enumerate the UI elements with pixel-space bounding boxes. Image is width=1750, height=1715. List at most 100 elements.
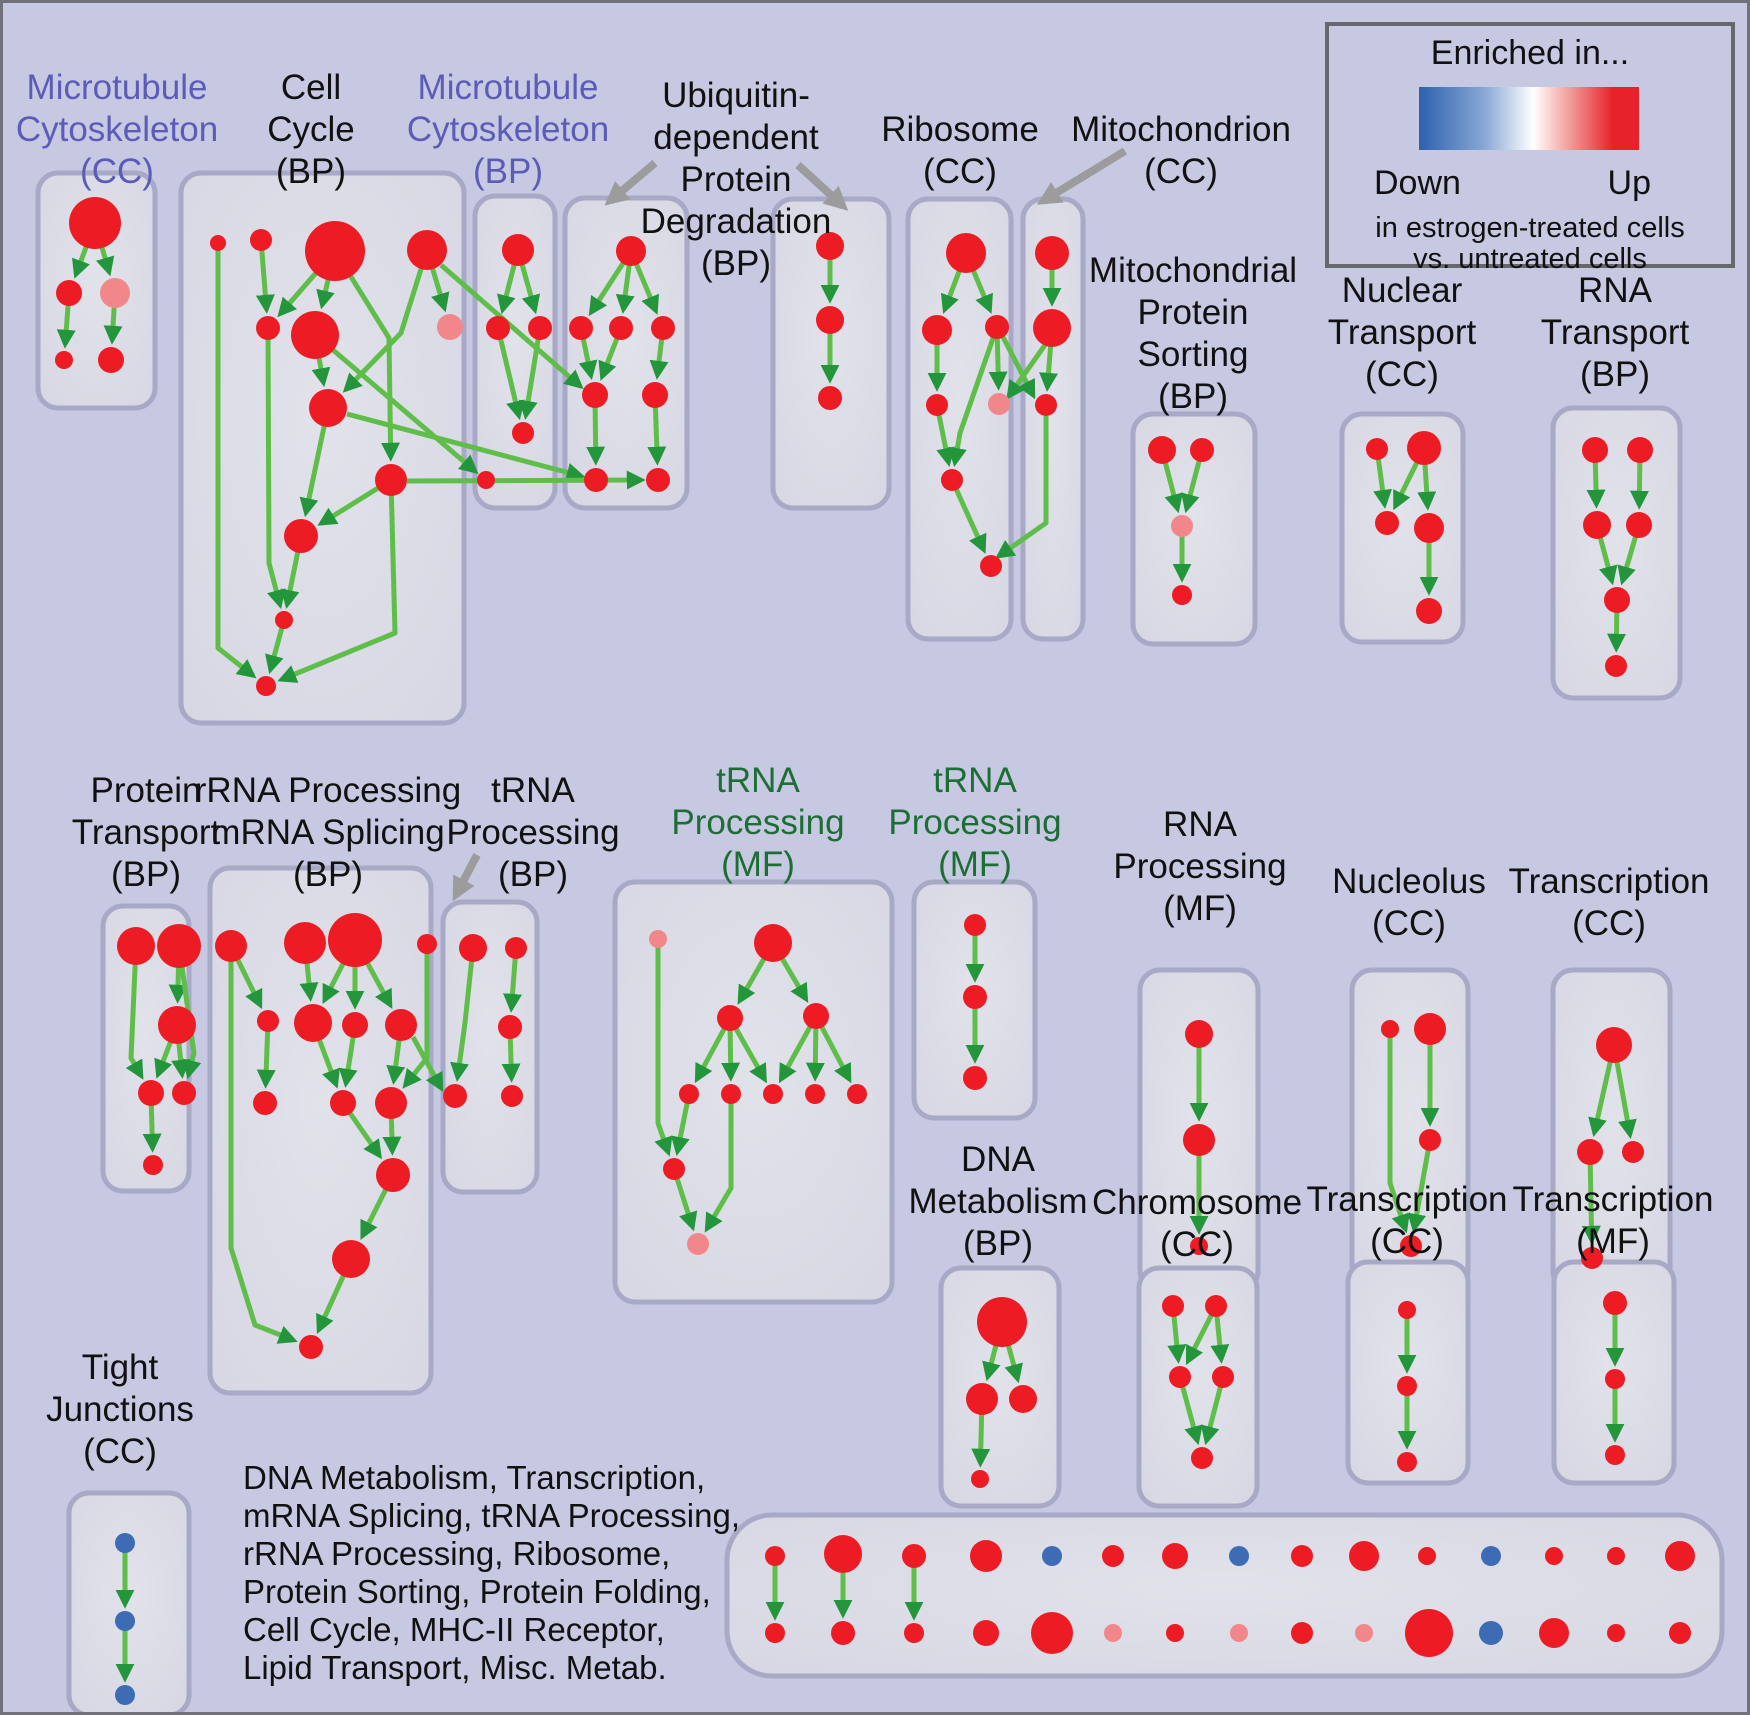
edge bbox=[125, 945, 144, 1080]
node bbox=[1583, 511, 1611, 539]
node bbox=[964, 914, 986, 936]
node bbox=[330, 1090, 356, 1116]
node bbox=[609, 316, 633, 340]
node bbox=[305, 221, 365, 281]
node bbox=[294, 1004, 332, 1042]
node bbox=[407, 230, 447, 270]
cluster-box-misc-clusters bbox=[724, 1512, 1725, 1679]
node bbox=[805, 1084, 825, 1104]
node bbox=[275, 611, 293, 629]
node bbox=[763, 1084, 783, 1104]
cross-edge bbox=[439, 263, 584, 390]
node bbox=[69, 197, 121, 249]
cluster-box-tight-junctions bbox=[66, 1490, 192, 1712]
cluster-box-dna-metabolism bbox=[938, 1265, 1062, 1509]
node bbox=[569, 316, 593, 340]
node bbox=[818, 386, 842, 410]
edge bbox=[495, 327, 525, 421]
node bbox=[687, 1233, 709, 1255]
node bbox=[816, 232, 844, 260]
node bbox=[477, 471, 495, 489]
legend-subtitle-2: vs. untreated cells bbox=[1413, 243, 1647, 275]
node bbox=[616, 236, 646, 266]
node bbox=[1418, 1547, 1436, 1565]
node bbox=[143, 1155, 163, 1175]
node bbox=[651, 316, 675, 340]
node bbox=[980, 555, 1002, 577]
node bbox=[1607, 1547, 1625, 1565]
node bbox=[1605, 1445, 1625, 1465]
node bbox=[1407, 431, 1441, 465]
node bbox=[1185, 1020, 1213, 1048]
node bbox=[115, 1611, 135, 1631]
node bbox=[971, 1470, 989, 1488]
node bbox=[1291, 1545, 1313, 1567]
node bbox=[1398, 1301, 1416, 1319]
legend-title: Enriched in... bbox=[1430, 34, 1630, 72]
node bbox=[1172, 585, 1192, 605]
node bbox=[1414, 513, 1444, 543]
node bbox=[1626, 512, 1652, 538]
node bbox=[816, 306, 844, 334]
nodes-layer bbox=[55, 197, 1695, 1705]
node bbox=[847, 1084, 867, 1104]
pointer-arrows-layer bbox=[452, 147, 1128, 902]
node bbox=[459, 934, 487, 962]
cluster-box-mito-protein-sorting bbox=[1130, 411, 1258, 647]
edge bbox=[228, 946, 298, 1344]
node bbox=[1230, 1624, 1248, 1642]
node bbox=[824, 1535, 862, 1573]
node bbox=[284, 922, 326, 964]
node bbox=[1183, 1124, 1215, 1156]
edge bbox=[450, 947, 476, 1082]
edge bbox=[1407, 1139, 1433, 1233]
node bbox=[1166, 1624, 1184, 1642]
node bbox=[1582, 437, 1608, 463]
cross-edge bbox=[331, 348, 479, 475]
node bbox=[172, 1081, 196, 1105]
node bbox=[1205, 1295, 1227, 1317]
cluster-box-transcription-cc-b bbox=[1345, 1259, 1471, 1486]
node bbox=[1291, 1622, 1313, 1644]
edge bbox=[342, 249, 430, 393]
node bbox=[502, 234, 534, 266]
edge bbox=[518, 327, 543, 420]
cross-edge bbox=[346, 411, 586, 482]
edge bbox=[265, 327, 286, 610]
node bbox=[117, 927, 155, 965]
node bbox=[417, 934, 437, 954]
node bbox=[831, 1621, 855, 1645]
node bbox=[486, 316, 510, 340]
node bbox=[1416, 598, 1442, 624]
node bbox=[1212, 1366, 1234, 1388]
network-diagram bbox=[35, 147, 1725, 1712]
node bbox=[250, 229, 272, 251]
node bbox=[1355, 1624, 1373, 1642]
node bbox=[1607, 1624, 1625, 1642]
node bbox=[1148, 436, 1176, 464]
edge bbox=[948, 326, 1000, 467]
edge bbox=[255, 239, 275, 314]
node bbox=[253, 1091, 277, 1115]
node bbox=[1366, 438, 1388, 460]
cross-edge bbox=[410, 1035, 444, 1093]
edge bbox=[332, 249, 400, 462]
node bbox=[663, 1158, 685, 1180]
legend-up-label: Up bbox=[1607, 164, 1651, 202]
node bbox=[376, 1158, 410, 1192]
node bbox=[1665, 1541, 1695, 1571]
node bbox=[721, 1084, 741, 1104]
cross-edge bbox=[995, 416, 1049, 559]
label-pointer-arrow bbox=[604, 159, 658, 206]
node bbox=[1349, 1541, 1379, 1571]
node bbox=[1042, 1546, 1062, 1566]
node bbox=[498, 1015, 522, 1039]
node bbox=[138, 1080, 164, 1106]
edge bbox=[176, 945, 202, 1080]
edge bbox=[215, 243, 257, 679]
node bbox=[505, 937, 527, 959]
node bbox=[1162, 1543, 1188, 1569]
node bbox=[584, 468, 608, 492]
node bbox=[963, 1066, 987, 1090]
